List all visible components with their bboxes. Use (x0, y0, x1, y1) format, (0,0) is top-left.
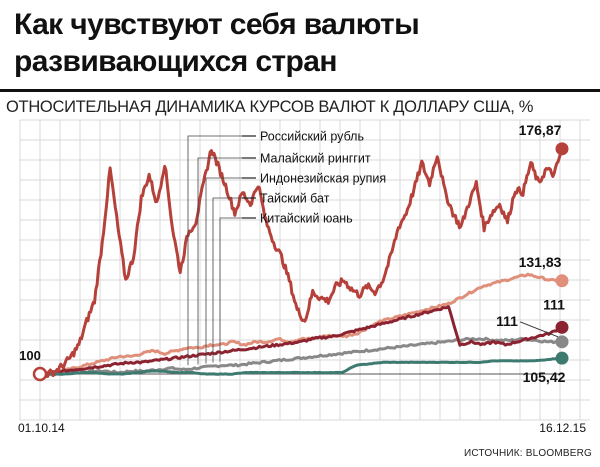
legend-leader-4 (219, 217, 250, 362)
page-title: Как чувствуют себя валюты развивающихся … (14, 8, 420, 78)
end-value-label-rub: 176,87 (519, 122, 562, 138)
end-value-label-myr: 131,83 (519, 254, 562, 270)
start-marker (32, 366, 48, 382)
end-marker-myr (555, 274, 569, 288)
end-marker-thb (555, 335, 569, 349)
title-rule (0, 89, 600, 92)
start-value-label: 100 (19, 348, 41, 363)
legend-leader-3 (212, 197, 250, 363)
end-value-label-thb: 111 (496, 313, 518, 329)
leader-thb (519, 321, 559, 338)
series-line-rub (38, 147, 564, 379)
legend-leader-2 (205, 177, 250, 364)
chart-subtitle: ОТНОСИТЕЛЬНАЯ ДИНАМИКА КУРСОВ ВАЛЮТ К ДО… (6, 98, 534, 116)
series-line-thb (38, 336, 564, 377)
legend-leader-1 (197, 157, 250, 365)
legend-label-1: Малайский ринггит (260, 152, 371, 166)
source-label: ИСТОЧНИК: BLOOMBERG (463, 448, 592, 459)
series-line-cny (38, 356, 564, 376)
end-marker-rub (555, 142, 569, 156)
end-marker-cny (555, 351, 569, 365)
x-start-label: 01.10.14 (18, 421, 65, 435)
x-end-label: 16.12.15 (539, 421, 586, 435)
legend-label-3: Тайский бат (260, 192, 330, 206)
legend-label-0: Российский рубль (260, 130, 364, 144)
end-value-label-idr: 111 (543, 296, 565, 312)
end-value-label-cny: 105,42 (523, 369, 566, 385)
series-line-idr (38, 305, 564, 376)
end-marker-idr (555, 320, 569, 334)
legend-label-4: Китайский юань (260, 212, 353, 226)
legend-label-2: Индонезийская рупия (260, 172, 386, 186)
legend-leader-0 (187, 135, 250, 366)
series-line-myr (38, 272, 564, 377)
